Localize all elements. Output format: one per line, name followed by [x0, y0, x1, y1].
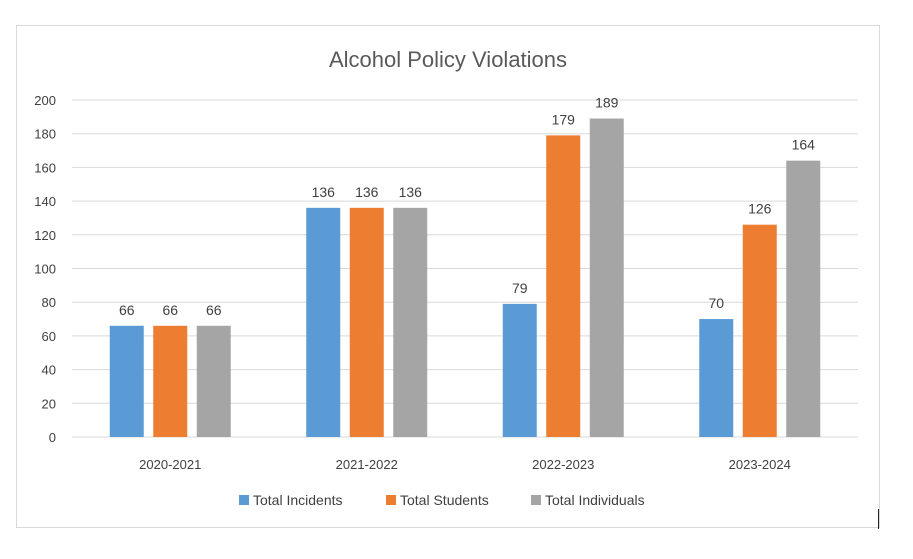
chart-frame: [16, 25, 880, 528]
y-tick-label: 20: [42, 396, 56, 411]
data-label: 70: [708, 295, 724, 311]
y-tick-label: 80: [42, 295, 56, 310]
y-tick-label: 180: [34, 127, 56, 142]
data-label: 136: [312, 184, 336, 200]
bars: [109, 118, 821, 437]
data-label: 66: [162, 302, 178, 318]
data-labels: 66 66 66 136 136 136 79 179 189 70 126 164: [119, 95, 815, 318]
bar: [349, 207, 384, 437]
bar: [153, 325, 188, 437]
y-tick-label: 140: [34, 194, 56, 209]
bar: [589, 118, 624, 437]
x-tick-label: 2022-2023: [532, 457, 594, 472]
data-label: 66: [119, 302, 135, 318]
legend-label: Total Incidents: [253, 492, 343, 508]
data-label: 179: [552, 111, 576, 127]
legend-label: Total Students: [400, 492, 489, 508]
x-axis-ticks: 2020-2021 2021-2022 2022-2023 2023-2024: [139, 457, 791, 472]
x-tick-label: 2020-2021: [139, 457, 201, 472]
y-axis-ticks: 0 20 40 60 80 100 120 140 160 180 200: [34, 93, 56, 445]
y-tick-label: 60: [42, 329, 56, 344]
data-label: 136: [355, 184, 379, 200]
x-tick-label: 2023-2024: [729, 457, 791, 472]
bar: [109, 325, 144, 437]
data-label: 79: [512, 280, 528, 296]
legend-swatch: [239, 495, 249, 505]
legend: Total Incidents Total Students Total Indiv…: [239, 492, 645, 508]
legend-swatch: [386, 495, 396, 505]
y-tick-label: 0: [49, 430, 56, 445]
y-tick-label: 40: [42, 363, 56, 378]
y-tick-label: 200: [34, 93, 56, 108]
bar: [393, 207, 428, 437]
bar: [502, 303, 537, 437]
legend-label: Total Individuals: [545, 492, 645, 508]
bar: [546, 135, 581, 437]
data-label: 189: [595, 95, 619, 111]
data-label: 164: [792, 137, 816, 153]
y-tick-label: 100: [34, 262, 56, 277]
bar: [699, 319, 734, 437]
y-tick-label: 160: [34, 160, 56, 175]
data-label: 126: [748, 201, 772, 217]
gridlines: [72, 99, 858, 438]
chart-title: Alcohol Policy Violations: [329, 47, 567, 72]
x-tick-label: 2021-2022: [336, 457, 398, 472]
y-tick-label: 120: [34, 228, 56, 243]
bar: [742, 224, 777, 437]
bar: [306, 207, 341, 437]
legend-swatch: [531, 495, 541, 505]
bar: [196, 325, 231, 437]
data-label: 66: [206, 302, 222, 318]
bar: [786, 160, 821, 437]
edge-mark: [878, 509, 879, 529]
data-label: 136: [399, 184, 423, 200]
